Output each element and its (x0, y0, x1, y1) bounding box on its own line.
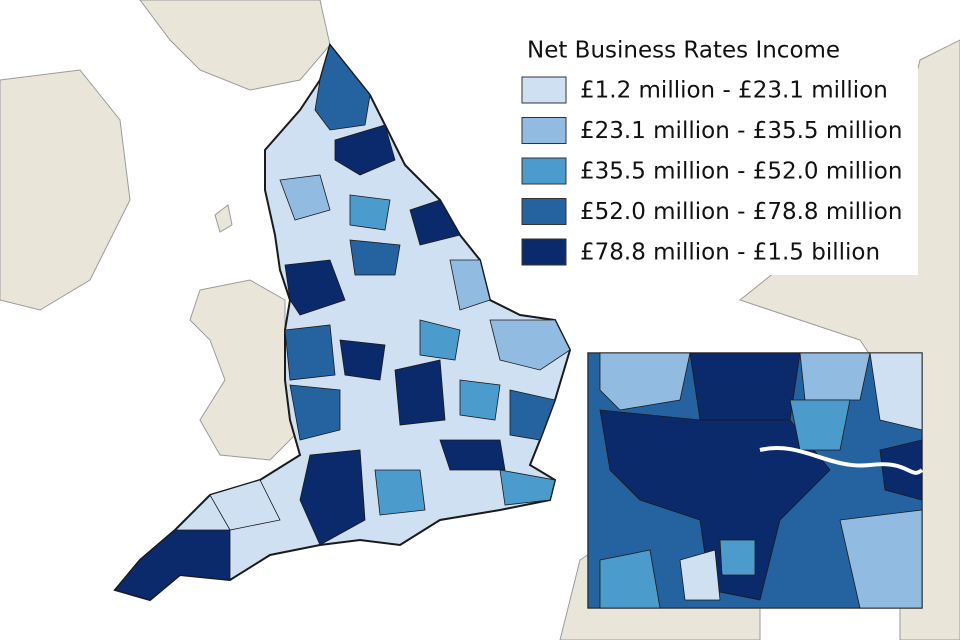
scotland (139, 0, 331, 91)
region (114, 529, 231, 601)
london-inset (587, 352, 924, 609)
legend-title: Net Business Rates Income (527, 38, 840, 64)
wales (189, 279, 301, 461)
region (879, 439, 923, 501)
region (299, 449, 366, 546)
legend-label: £1.2 million - £23.1 million (580, 78, 888, 104)
legend-swatch (521, 157, 567, 185)
legend-label: £52.0 million - £78.8 million (580, 199, 902, 225)
region (839, 509, 923, 609)
region (419, 319, 461, 361)
region (409, 199, 461, 246)
region (459, 379, 501, 421)
region (279, 174, 331, 221)
region (289, 384, 341, 441)
england (113, 42, 572, 602)
region (284, 259, 346, 316)
legend-label: £35.5 million - £52.0 million (580, 159, 902, 185)
region (599, 409, 831, 601)
region (489, 319, 571, 371)
legend-swatch (521, 198, 567, 225)
region (509, 389, 556, 441)
legend-swatch (521, 238, 567, 266)
legend: Net Business Rates Income £1.2 million -… (505, 28, 918, 275)
region (449, 259, 491, 311)
region (599, 549, 661, 609)
legend-label: £23.1 million - £35.5 million (580, 118, 902, 144)
region (599, 352, 691, 411)
legend-swatch (521, 117, 567, 144)
ireland (0, 69, 131, 311)
region (439, 439, 506, 471)
region (719, 539, 756, 576)
region (339, 339, 386, 381)
legend-box (505, 28, 918, 275)
region (689, 352, 801, 421)
region (789, 399, 851, 451)
region (394, 359, 446, 426)
region (334, 124, 396, 176)
region (799, 352, 871, 401)
region (869, 352, 923, 431)
region (679, 549, 721, 601)
legend-swatch (521, 76, 567, 104)
region (349, 194, 391, 231)
region (284, 324, 336, 381)
region (349, 239, 401, 276)
region (314, 44, 371, 131)
river-thames (759, 445, 924, 475)
region (499, 469, 556, 506)
legend-label: £78.8 million - £1.5 billion (580, 240, 880, 266)
region (209, 479, 281, 531)
region (374, 469, 426, 516)
isle-of-man (214, 204, 233, 233)
